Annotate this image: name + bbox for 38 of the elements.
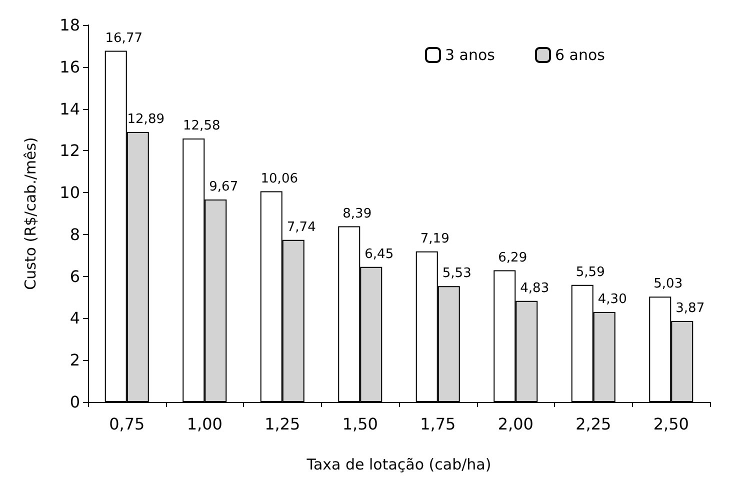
data-label: 12,89 [127,112,164,128]
y-tick-label: 16 [60,57,80,76]
data-label: 7,74 [286,220,316,235]
x-tick-label: 2,25 [576,414,612,434]
x-axis-title: Taxa de lotação (cab/ha) [306,456,492,474]
x-tick-label: 2,00 [498,414,534,434]
y-axis-title: Custo (R$/cab./mês) [22,137,40,290]
data-label: 5,03 [654,276,683,292]
legend-label: 6 anos [555,46,606,64]
data-label: 7,19 [420,231,450,246]
y-tick-label: 14 [60,99,80,118]
data-label: 10,06 [260,171,298,186]
data-label: 9,67 [209,179,238,194]
y-tick-label: 0 [70,392,80,412]
data-label: 6,45 [364,246,394,262]
y-tick-label: 10 [60,183,80,202]
y-tick-label: 8 [70,224,80,244]
data-label: 8,39 [342,206,372,222]
data-label: 3,87 [676,300,705,316]
data-label: 4,83 [520,280,550,296]
y-tick-label: 18 [60,16,80,34]
y-tick-label: 12 [60,141,80,160]
x-tick-label: 1,25 [264,414,300,434]
data-label: 5,53 [442,266,472,282]
legend-label: 3 anos [444,46,496,64]
y-tick-label: 4 [70,308,80,328]
data-label: 5,59 [576,264,605,280]
x-tick-label: 0,75 [109,414,145,434]
y-tick-label: 2 [70,350,80,370]
x-tick-label: 1,00 [186,414,222,434]
data-label: 6,29 [498,250,528,266]
data-label: 16,77 [105,30,142,46]
x-tick-label: 2,50 [653,414,689,434]
data-label: 4,30 [598,292,627,307]
x-tick-label: 1,75 [420,414,456,434]
data-label: 12,58 [183,118,220,134]
x-tick-label: 1,50 [342,414,378,434]
y-tick-label: 6 [70,266,80,286]
